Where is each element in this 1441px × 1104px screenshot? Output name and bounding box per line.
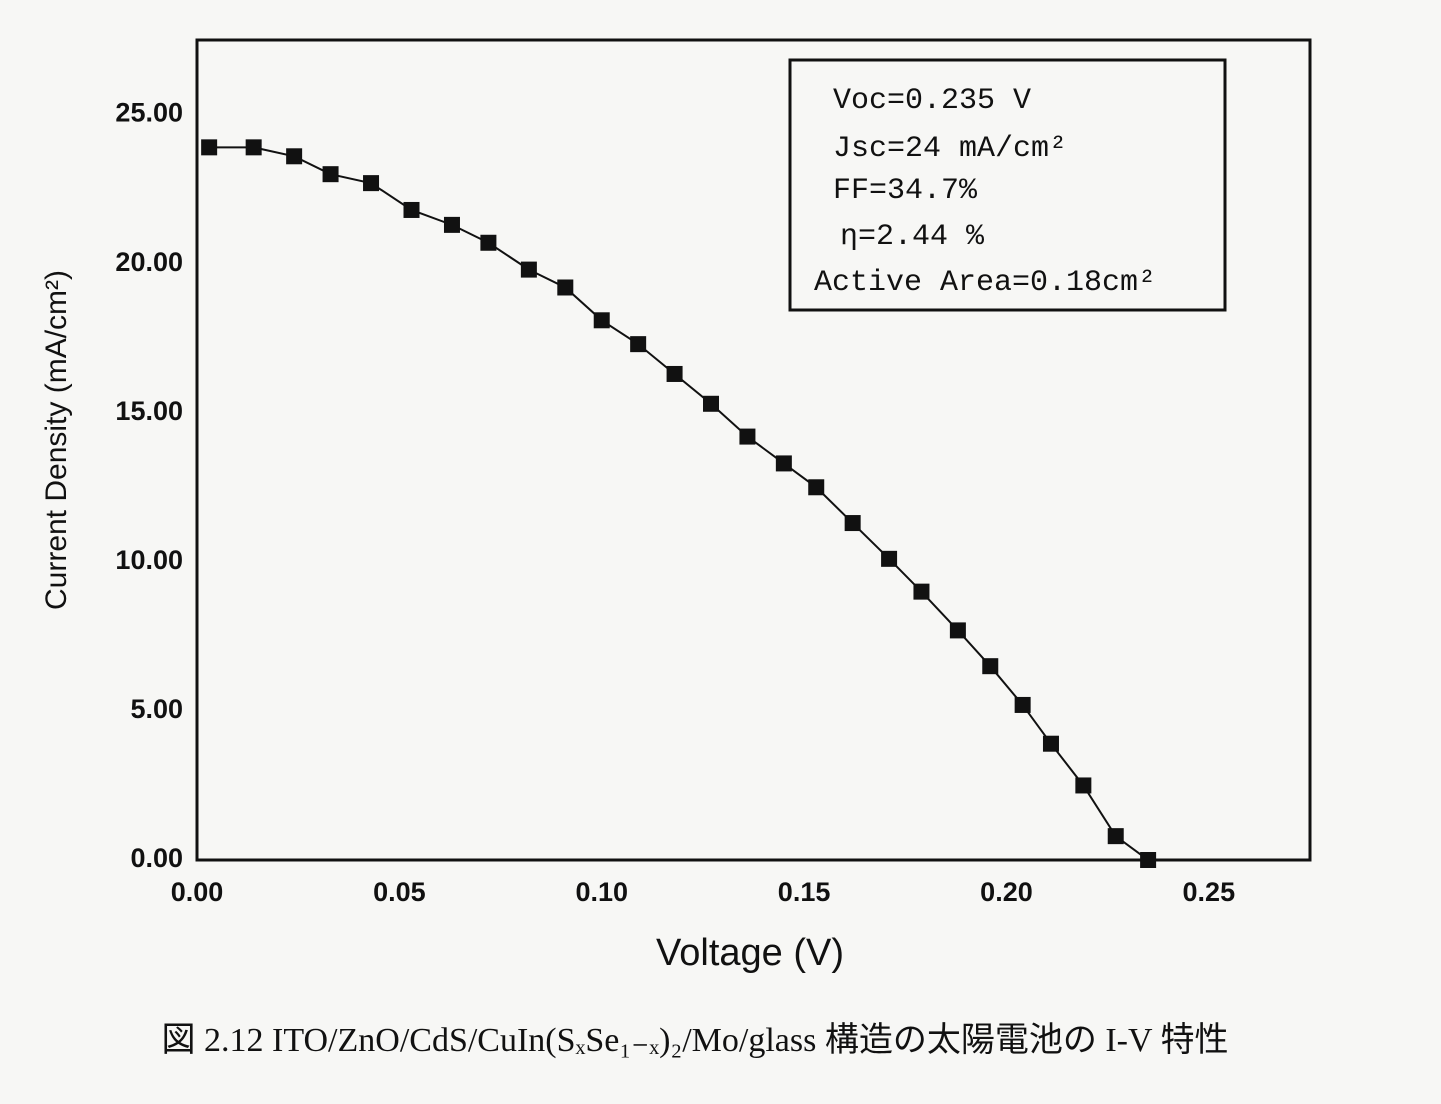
data-point [775,455,792,472]
data-point [982,658,999,675]
annotation: Voc=0.235 V [833,84,1031,118]
data-point [949,622,966,639]
data-point [520,261,537,278]
data-point [363,175,380,192]
data-point [739,428,756,445]
y-tick-label: 15.00 [115,396,183,426]
data-point [1107,828,1124,845]
x-tick-label: 0.00 [171,877,224,907]
data-point [245,139,262,156]
data-point [322,166,339,183]
plot-frame [195,38,1312,862]
data-point [286,148,303,165]
annotation: Jsc=24 mA/cm² [833,132,1067,166]
data-point [593,312,610,329]
data-point [443,216,460,233]
y-tick-label: 25.00 [115,98,183,128]
annotation-box [788,58,1227,312]
data-point [913,583,930,600]
data-point [557,279,574,296]
y-tick-label: 0.00 [130,843,183,873]
data-point [1014,696,1031,713]
x-tick-label: 0.25 [1183,877,1236,907]
data-point [1075,777,1092,794]
x-tick-label: 0.05 [373,877,426,907]
data-point [403,201,420,218]
data-point [703,395,720,412]
data-point [201,139,218,156]
annotation: η=2.44 % [840,220,985,254]
caption: 図 2.12 ITO/ZnO/CdS/CuIn(SₓSe₁₋ₓ)₂/Mo/gla… [162,1021,1229,1059]
annotation: Active Area=0.18cm² [814,266,1156,300]
y-tick-label: 5.00 [130,694,183,724]
x-tick-label: 0.15 [778,877,831,907]
y-axis-label: Current Density (mA/cm²) [40,270,73,610]
data-point [666,365,683,382]
data-point [808,479,825,496]
x-tick-label: 0.10 [575,877,628,907]
series-line [209,146,1149,861]
y-tick-label: 20.00 [115,247,183,277]
data-point [1042,735,1059,752]
data-point [480,234,497,251]
data-point [630,336,647,353]
x-axis-label: Voltage (V) [656,932,844,974]
annotation: FF=34.7% [833,174,978,208]
data-point [844,515,861,532]
data-point [881,550,898,567]
x-tick-label: 0.20 [980,877,1033,907]
data-point [1140,852,1157,868]
y-tick-label: 10.00 [115,545,183,575]
